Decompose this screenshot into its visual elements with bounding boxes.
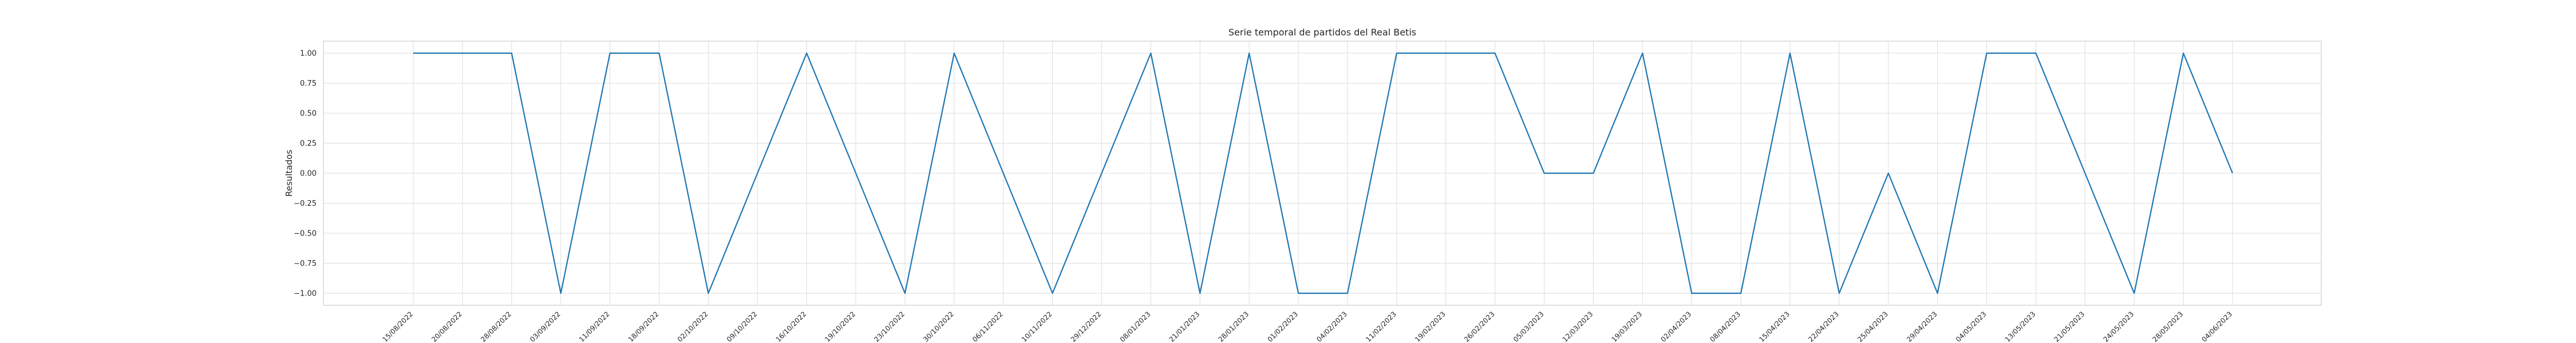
y-axis-label: Resultados: [284, 150, 294, 197]
x-tick-label: 29/12/2022: [1069, 310, 1103, 343]
y-tick-label: −0.75: [294, 260, 317, 268]
x-tick-label: 28/05/2023: [2151, 310, 2184, 343]
y-tick-label: 1.00: [300, 50, 317, 58]
y-tick-label: −0.25: [294, 200, 317, 208]
x-tick-label: 04/06/2023: [2200, 310, 2234, 343]
x-tick-label: 09/10/2022: [725, 310, 759, 343]
x-tick-label: 19/03/2023: [1610, 310, 1644, 343]
chart-title: Serie temporal de partidos del Real Beti…: [1228, 27, 1416, 38]
x-tick-label: 28/01/2023: [1216, 310, 1250, 343]
y-tick-label: −0.50: [294, 230, 317, 238]
x-tick-label: 12/03/2023: [1561, 310, 1595, 343]
y-tick-labels: 1.00 0.75 0.50 0.25 0.00 −0.25 −0.50 −0.75 −1.00: [294, 50, 317, 298]
grid-layer: [323, 41, 2321, 305]
x-tick-label: 06/11/2022: [971, 310, 1005, 343]
x-tick-label: 26/02/2023: [1463, 310, 1496, 343]
y-tick-label: 0.25: [300, 139, 317, 148]
x-tick-label: 08/01/2023: [1119, 310, 1152, 343]
x-tick-label: 25/04/2023: [1856, 310, 1890, 343]
y-tick-label: −1.00: [294, 290, 317, 298]
y-tick-label: 0.00: [300, 170, 317, 178]
x-tick-label: 05/03/2023: [1512, 310, 1546, 343]
x-tick-label: 21/01/2023: [1168, 310, 1202, 343]
x-tick-label: 20/08/2022: [430, 310, 464, 343]
x-tick-label: 28/08/2022: [479, 310, 513, 343]
series-line: [413, 52, 2234, 294]
x-tick-label: 30/10/2022: [922, 310, 955, 343]
y-tick-label: 0.50: [300, 110, 317, 118]
x-tick-label: 23/10/2022: [872, 310, 906, 343]
x-tick-label: 15/08/2022: [381, 310, 414, 343]
x-tick-label: 13/05/2023: [2004, 310, 2037, 343]
x-tick-label: 19/10/2022: [823, 310, 857, 343]
x-tick-labels: 15/08/2022 20/08/2022 28/08/2022 03/09/2022…: [381, 310, 2234, 343]
x-tick-label: 02/04/2023: [1659, 310, 1693, 343]
plot-frame: [323, 41, 2322, 306]
y-tick-label: 0.75: [300, 79, 317, 88]
x-tick-label: 02/10/2022: [676, 310, 710, 343]
x-tick-label: 15/04/2023: [1757, 310, 1791, 343]
x-tick-label: 11/09/2022: [578, 310, 611, 343]
x-tick-label: 01/02/2023: [1266, 310, 1299, 343]
x-tick-label: 19/02/2023: [1413, 310, 1447, 343]
x-tick-label: 04/02/2023: [1315, 310, 1349, 343]
x-tick-label: 08/04/2023: [1708, 310, 1742, 343]
series-layer: [413, 52, 2234, 294]
x-tick-label: 22/04/2023: [1807, 310, 1840, 343]
x-tick-label: 03/09/2022: [528, 310, 562, 343]
x-tick-label: 21/05/2023: [2053, 310, 2087, 343]
x-tick-label: 10/11/2022: [1020, 310, 1054, 343]
x-tick-label: 18/09/2022: [627, 310, 661, 343]
x-tick-label: 16/10/2022: [774, 310, 808, 343]
x-tick-label: 29/04/2023: [1905, 310, 1939, 343]
x-tick-label: 04/05/2023: [1954, 310, 1988, 343]
x-tick-label: 24/05/2023: [2102, 310, 2136, 343]
x-tick-label: 11/02/2023: [1364, 310, 1398, 343]
